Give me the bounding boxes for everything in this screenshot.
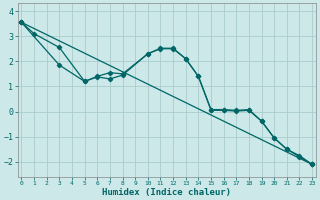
X-axis label: Humidex (Indice chaleur): Humidex (Indice chaleur) [102, 188, 231, 197]
